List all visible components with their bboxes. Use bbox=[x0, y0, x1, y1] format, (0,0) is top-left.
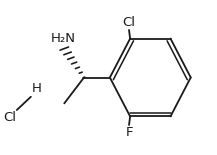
Text: H: H bbox=[32, 82, 42, 95]
Text: H₂N: H₂N bbox=[51, 32, 76, 45]
Text: F: F bbox=[125, 126, 133, 139]
Text: Cl: Cl bbox=[123, 16, 136, 29]
Text: Cl: Cl bbox=[3, 111, 16, 124]
